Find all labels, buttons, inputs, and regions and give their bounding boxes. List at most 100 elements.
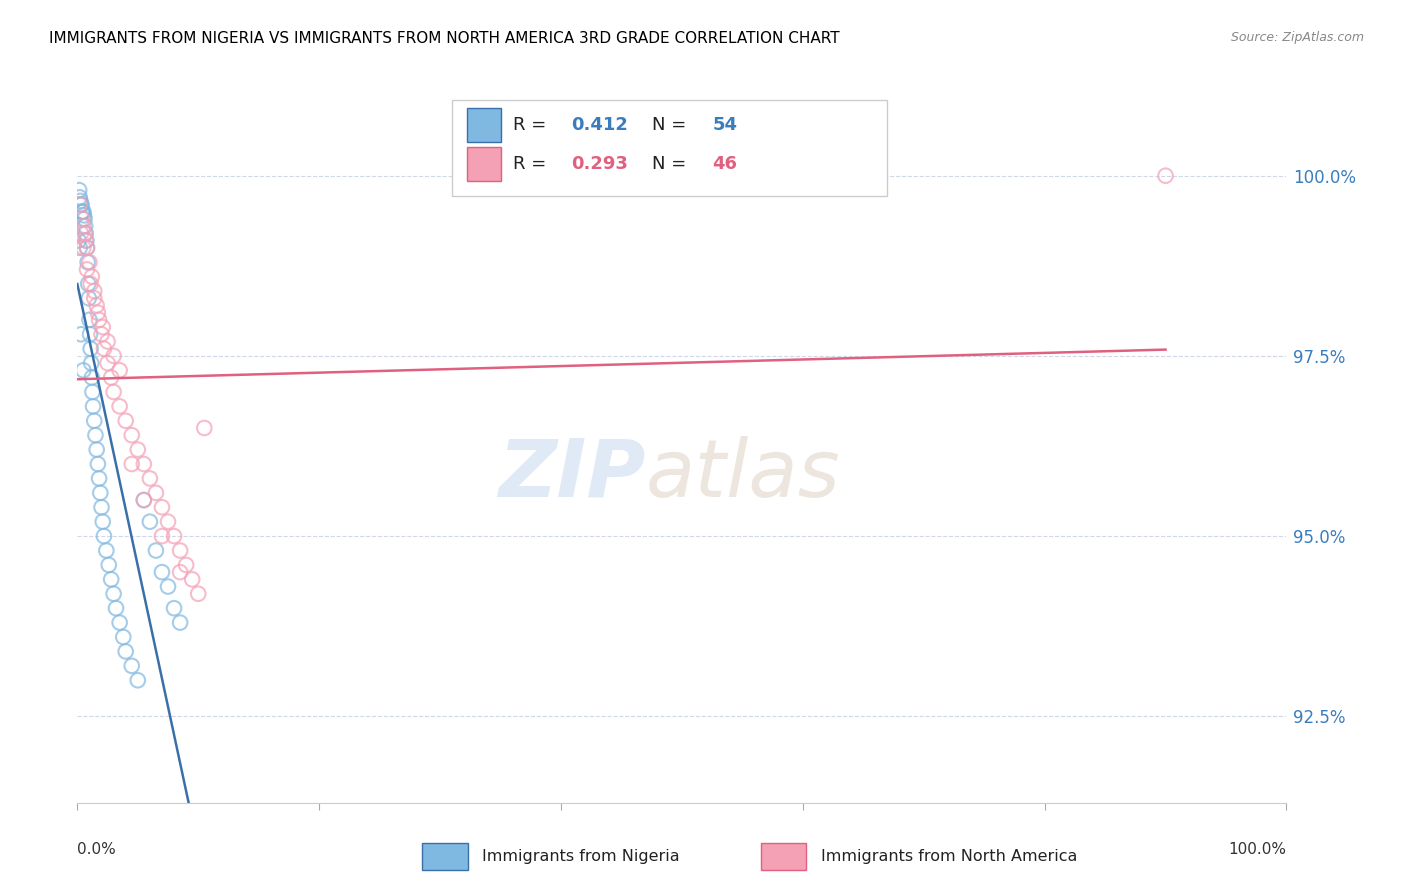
Point [76,241,98,255]
Point [75,219,97,234]
Point [70,211,93,226]
Point [83,284,105,298]
Point [103,349,125,363]
Text: 54: 54 [713,116,737,134]
Point [73,208,96,222]
Point [121,428,143,442]
FancyBboxPatch shape [422,843,468,870]
Point [91,515,114,529]
Point [72,204,94,219]
Point [139,471,162,485]
Point [112,630,135,644]
Point [69,197,91,211]
Point [70,197,93,211]
Point [105,601,128,615]
Point [127,442,149,457]
Point [127,673,149,688]
Point [69,241,91,255]
Point [72,204,94,219]
Point [80,356,103,370]
Point [193,421,215,435]
Point [121,658,143,673]
Text: R =: R = [513,116,551,134]
FancyBboxPatch shape [467,147,501,181]
Point [80,370,103,384]
Point [181,572,204,586]
Point [169,565,191,579]
Point [121,457,143,471]
Text: 0.412: 0.412 [571,116,627,134]
Point [96,334,118,349]
Point [163,529,186,543]
Text: 100.0%: 100.0% [1229,842,1286,857]
Point [70,197,93,211]
Point [76,241,98,255]
Point [97,558,120,572]
Point [96,543,118,558]
Point [169,615,191,630]
Point [96,356,118,370]
Text: Immigrants from North America: Immigrants from North America [821,849,1077,863]
Point [82,400,104,414]
Point [132,457,155,471]
Point [145,543,167,558]
Point [108,615,131,630]
Point [132,493,155,508]
Point [91,320,114,334]
Point [86,442,108,457]
Text: atlas: atlas [645,435,841,514]
Point [150,500,173,515]
Point [76,262,98,277]
Point [100,572,122,586]
Point [75,234,97,248]
Point [80,269,103,284]
Point [86,298,108,312]
Point [132,493,155,508]
Text: N =: N = [652,155,692,173]
Point [100,370,122,384]
Point [139,515,162,529]
Point [76,255,98,269]
Point [114,644,136,658]
Text: N =: N = [652,116,692,134]
Point [169,543,191,558]
Point [82,384,104,399]
Text: Immigrants from Nigeria: Immigrants from Nigeria [482,849,681,863]
Text: R =: R = [513,155,551,173]
FancyBboxPatch shape [761,843,807,870]
Point [90,500,112,515]
Point [69,194,91,208]
Text: ZIP: ZIP [498,435,645,514]
Point [75,227,97,241]
Point [150,529,173,543]
Point [108,363,131,377]
FancyBboxPatch shape [467,108,501,142]
Point [150,565,173,579]
FancyBboxPatch shape [453,100,887,196]
Point [83,414,105,428]
Point [72,219,94,234]
Point [157,515,180,529]
Text: Source: ZipAtlas.com: Source: ZipAtlas.com [1230,31,1364,45]
Point [79,255,101,269]
Point [108,400,131,414]
Point [73,211,96,226]
Text: 46: 46 [713,155,737,173]
Point [174,558,197,572]
Text: 0.0%: 0.0% [77,842,117,857]
Point [67,234,90,248]
Point [77,291,100,305]
Point [103,384,125,399]
Point [73,227,96,241]
Point [1154,169,1177,183]
Point [87,457,110,471]
Point [72,363,94,377]
Point [103,587,125,601]
Point [77,277,100,291]
Point [157,580,180,594]
Point [93,342,115,356]
Point [87,306,110,320]
Point [79,313,101,327]
Point [87,313,110,327]
Point [72,241,94,255]
